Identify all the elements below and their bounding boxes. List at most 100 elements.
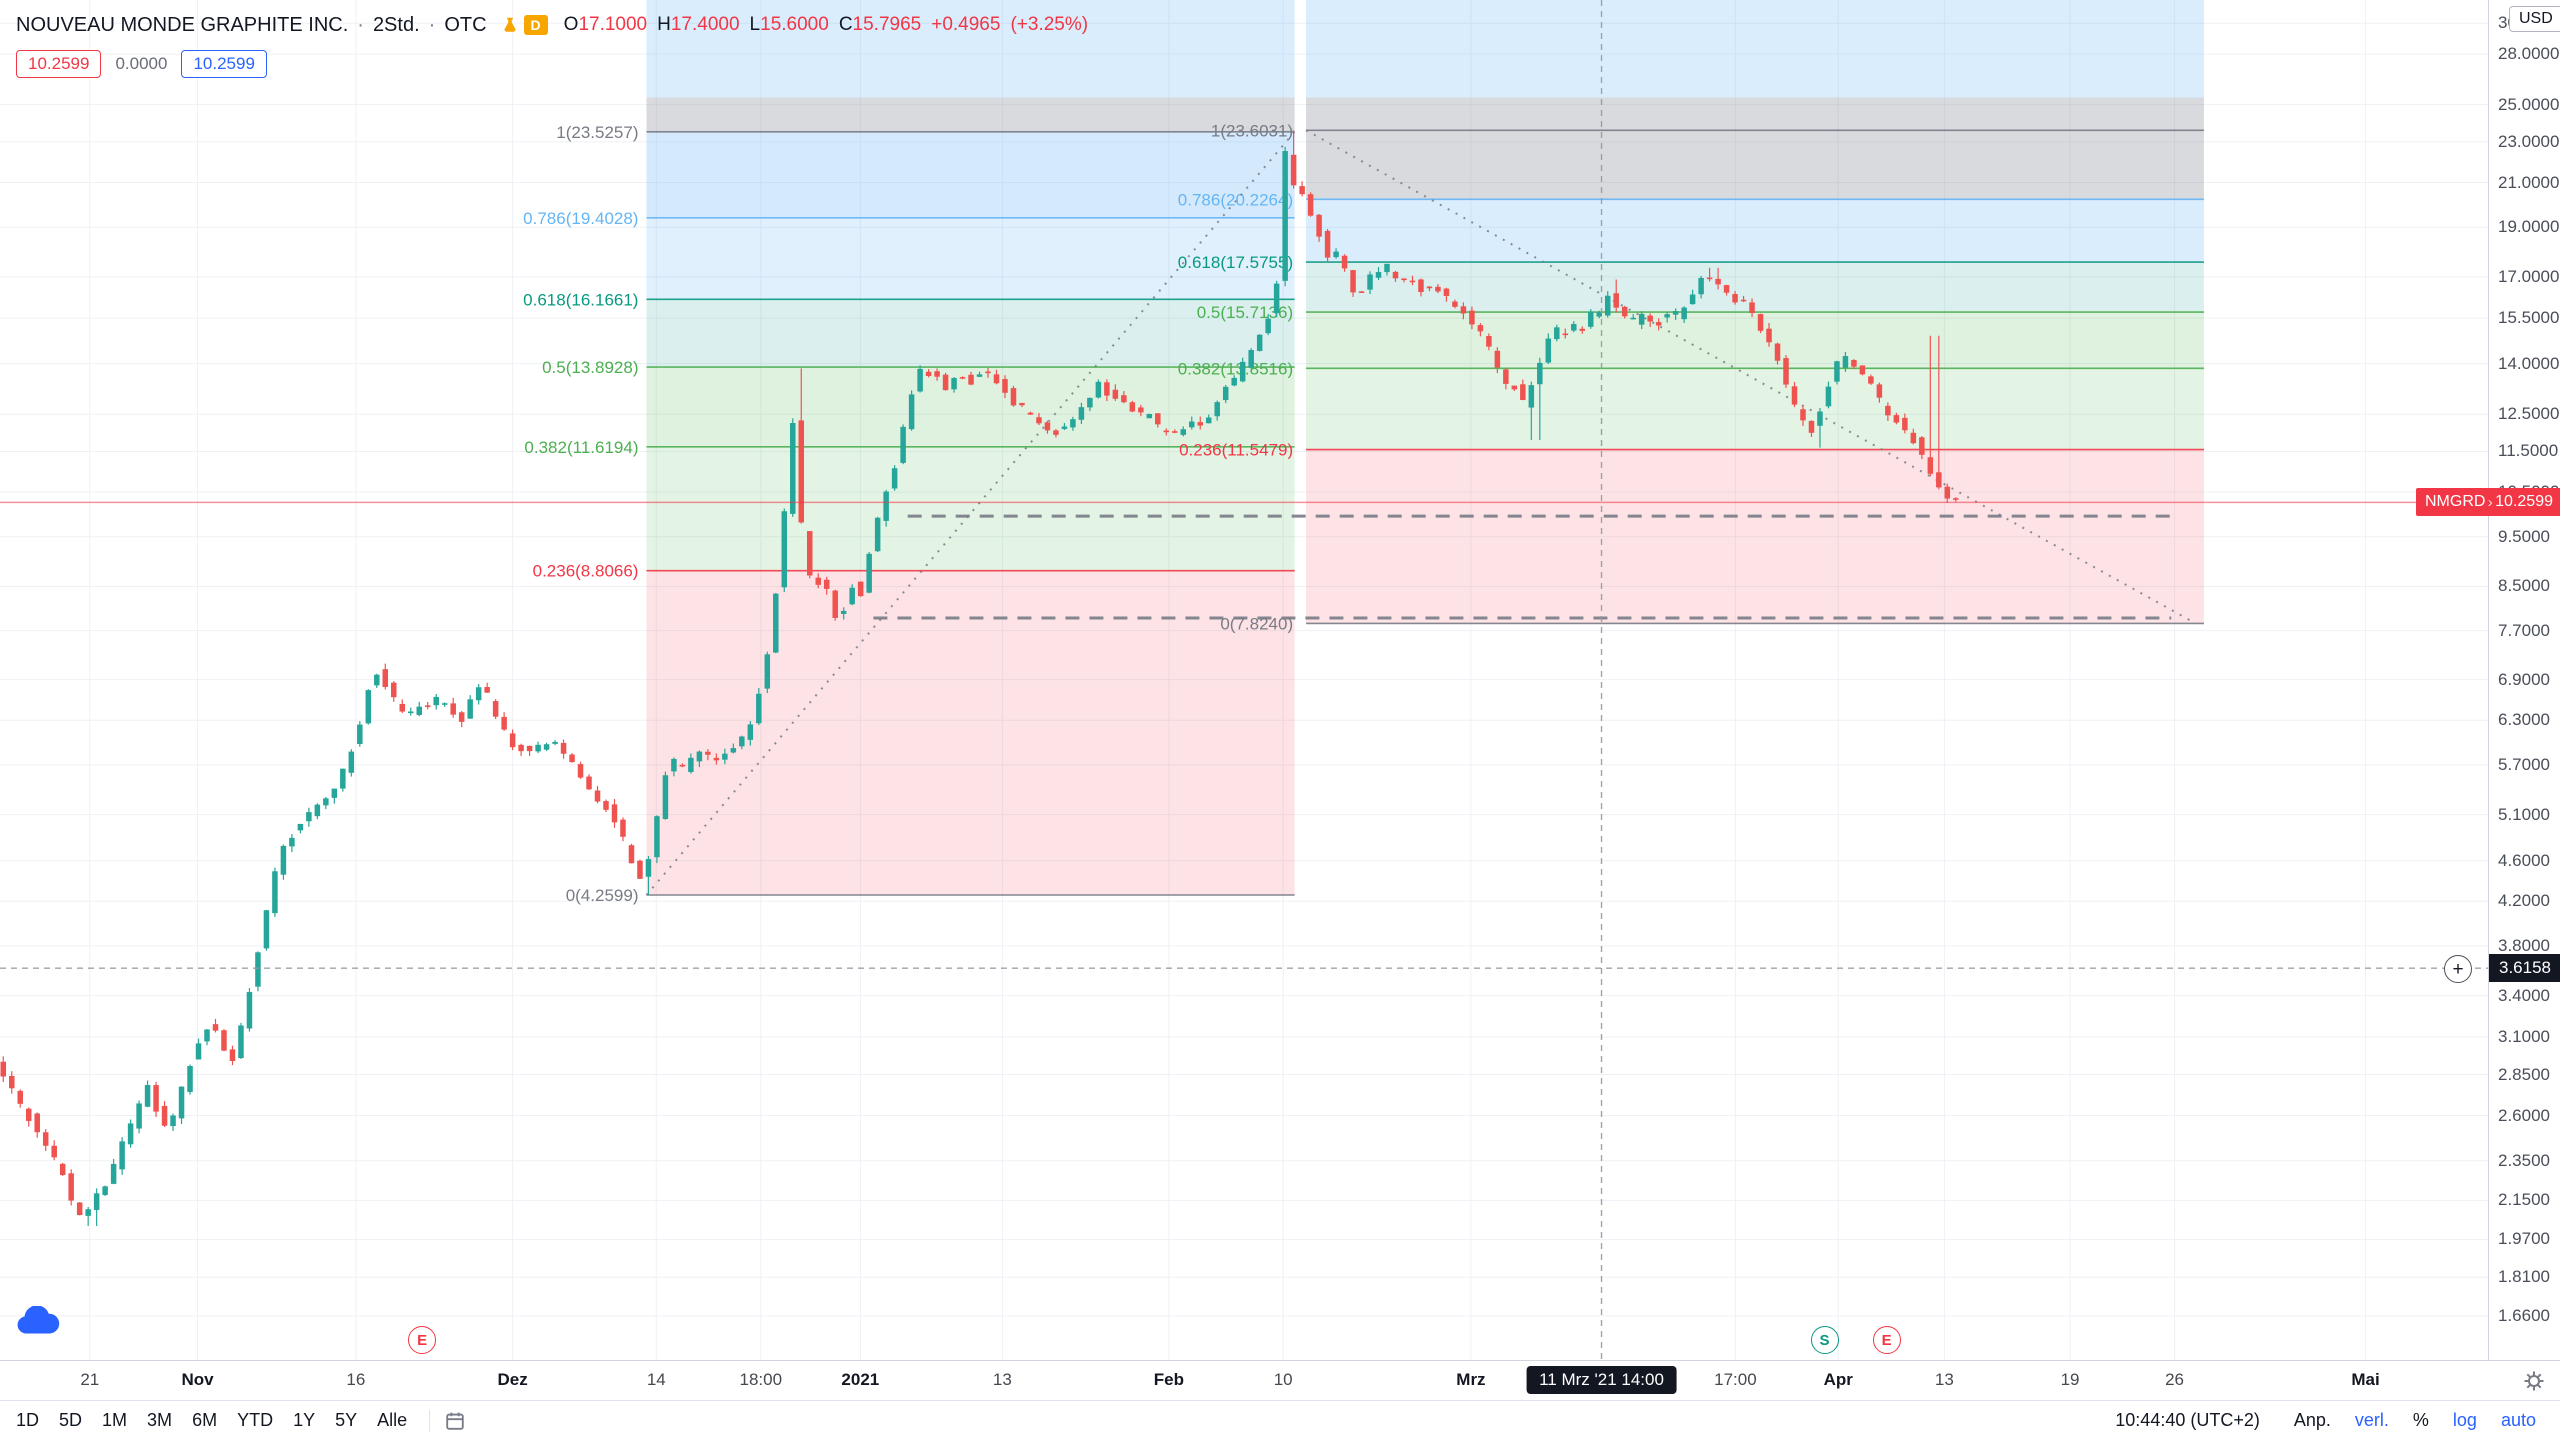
fib-band [1306,262,2204,313]
price-tick-label: 7.7000 [2498,620,2550,640]
candles [0,130,1959,1227]
fib-band [1306,449,2204,624]
price-tick-label: 17.0000 [2498,266,2560,286]
price-tick-label: 28.0000 [2498,44,2560,64]
fib-band [1306,130,2204,200]
range-5y[interactable]: 5Y [335,1410,358,1430]
time-axis[interactable]: 11 Mrz '21 14:00 21 Nov 16 Dez 14 18:00 2021 13… [0,1360,2560,1401]
fib-band [646,570,1295,896]
chart-canvas[interactable]: 1(23.5257) 0.786(19.4028) 0.618(16.1661) 0.… [0,0,2488,1360]
time-tick-label: 18:00 [739,1370,783,1389]
toolbar-log[interactable]: log [2452,1410,2477,1430]
price-tick-label: 1.8100 [2498,1267,2550,1287]
toolbar-verl[interactable]: verl. [2354,1410,2389,1430]
fib-retracement-up[interactable]: 1(23.5257) 0.786(19.4028) 0.618(16.1661) 0.… [523,0,1295,905]
time-tick-label: 2021 [841,1370,880,1389]
fib-level-label: 1(23.5257) [556,123,638,142]
price-tick-label: 3.4000 [2498,985,2550,1005]
last-price-badge: NMGRD › 10.2599 [2416,488,2560,517]
fib-band [1306,368,2204,450]
price-tick-label: 14.0000 [2498,353,2560,373]
toolbar-auto[interactable]: auto [2500,1410,2536,1430]
price-tick-label: 21.0000 [2498,172,2560,192]
last-price-ticker: NMGRD [2425,493,2486,511]
toolbar-%[interactable]: % [2412,1410,2429,1430]
interval-button[interactable]: 2Std. [372,13,420,36]
time-tick-label: Feb [1153,1370,1185,1389]
range-5d[interactable]: 5D [59,1410,83,1430]
open-label: O [563,14,579,35]
last-price-value: 10.2599 [2495,493,2553,511]
range-6m[interactable]: 6M [192,1410,218,1430]
close-value: 15.7965 [852,14,922,35]
time-tick-label: Dez [497,1370,528,1389]
price-axis[interactable]: USD 3.6158 30.000028.000025.000023.00002… [2488,0,2560,1360]
change-value: +0.4965 [931,14,1001,35]
fib-level-label: 0.5(15.7136) [1197,303,1293,322]
range-1d[interactable]: 1D [16,1410,40,1430]
go-to-date-icon[interactable] [444,1410,466,1432]
price-tick-label: 15.5000 [2498,308,2560,328]
time-tick-label: Apr [1823,1370,1853,1389]
price-tick-label: 5.7000 [2498,754,2550,774]
fib-band [646,299,1295,368]
fib-band [646,446,1295,571]
toolbar-anp[interactable]: Anp. [2293,1410,2331,1430]
ohlc-readout: O17.1000 H17.4000 L15.6000 C15.7965 +0.4… [564,14,1088,36]
time-tick-label: 13 [992,1370,1012,1389]
event-marker-S[interactable]: S [1810,1326,1839,1354]
high-label: H [657,14,671,35]
time-tick-label: Mrz [1456,1370,1486,1389]
time-tick-label: 16 [346,1370,366,1389]
range-ytd[interactable]: YTD [237,1410,274,1430]
time-tick-label: 17:00 [1714,1370,1757,1389]
price-tick-label: 6.3000 [2498,710,2550,730]
clock[interactable]: 10:44:40 (UTC+2) [2115,1410,2260,1430]
hline-value-badge-red[interactable]: 10.2599 [16,50,102,78]
fib-level-label: 1(23.6031) [1211,121,1293,140]
event-marker-E[interactable]: E [408,1326,437,1354]
delayed-badge[interactable]: D [523,15,548,35]
fib-level-label: 0.236(11.5479) [1179,441,1293,460]
tradingview-logo-icon[interactable] [14,1305,60,1343]
fib-level-label: 0.786(20.2264) [1178,190,1293,209]
fib-level-label: 0.236(8.8066) [533,562,639,581]
scale-options: Anp. verl.% log auto [2294,1410,2536,1431]
drawing-values-row: 10.2599 0.0000 10.2599 [16,50,1088,78]
price-tick-label: 2.6000 [2498,1105,2550,1125]
time-tick-label: 19 [2060,1370,2080,1389]
event-marker-E[interactable]: E [1872,1326,1901,1354]
price-tick-label: 8.5000 [2498,576,2550,596]
exchange-label: OTC [444,13,487,36]
fib-level-label: 0.618(17.5755) [1178,253,1293,272]
range-3m[interactable]: 3M [147,1410,173,1430]
fib-band [646,0,1295,98]
time-tick-label: Nov [181,1370,214,1389]
hline-value-badge-blue[interactable]: 10.2599 [181,50,267,78]
fib-band [646,131,1295,218]
price-tick-label: 1.9700 [2498,1229,2550,1249]
time-tick-label: 14 [646,1370,666,1389]
price-tick-label: 23.0000 [2498,131,2560,151]
range-alle[interactable]: Alle [377,1410,408,1430]
low-label: L [749,14,761,35]
price-tick-label: 3.8000 [2498,936,2550,956]
settings-gear-icon[interactable] [2522,1369,2546,1398]
fib-retracement-down[interactable]: 1(23.6031) 0.786(20.2264) 0.618(17.5755) 0.… [1178,0,2204,633]
symbol-title[interactable]: NOUVEAU MONDE GRAPHITE INC. [16,13,349,36]
time-tick-label: 21 [80,1370,100,1389]
currency-badge[interactable]: USD [2509,6,2560,32]
price-tick-label: 12.5000 [2498,404,2560,424]
change-percent: (+3.25%) [1010,14,1089,35]
delayed-data-flask-icon[interactable] [501,16,519,34]
crosshair-drag-handle-icon[interactable]: + [2444,955,2472,984]
crosshair-time-badge: 11 Mrz '21 14:00 [1526,1366,1677,1394]
last-price-arrow: › [2487,493,2493,511]
time-tick-label: 10 [1273,1370,1293,1389]
time-tick-label: 26 [2165,1370,2185,1389]
fib-level-label: 0.382(13.8516) [1178,359,1293,378]
range-1y[interactable]: 1Y [293,1410,316,1430]
fib-trendline[interactable] [1305,129,2197,625]
range-1m[interactable]: 1M [102,1410,128,1430]
toolbar-divider [429,1409,431,1432]
